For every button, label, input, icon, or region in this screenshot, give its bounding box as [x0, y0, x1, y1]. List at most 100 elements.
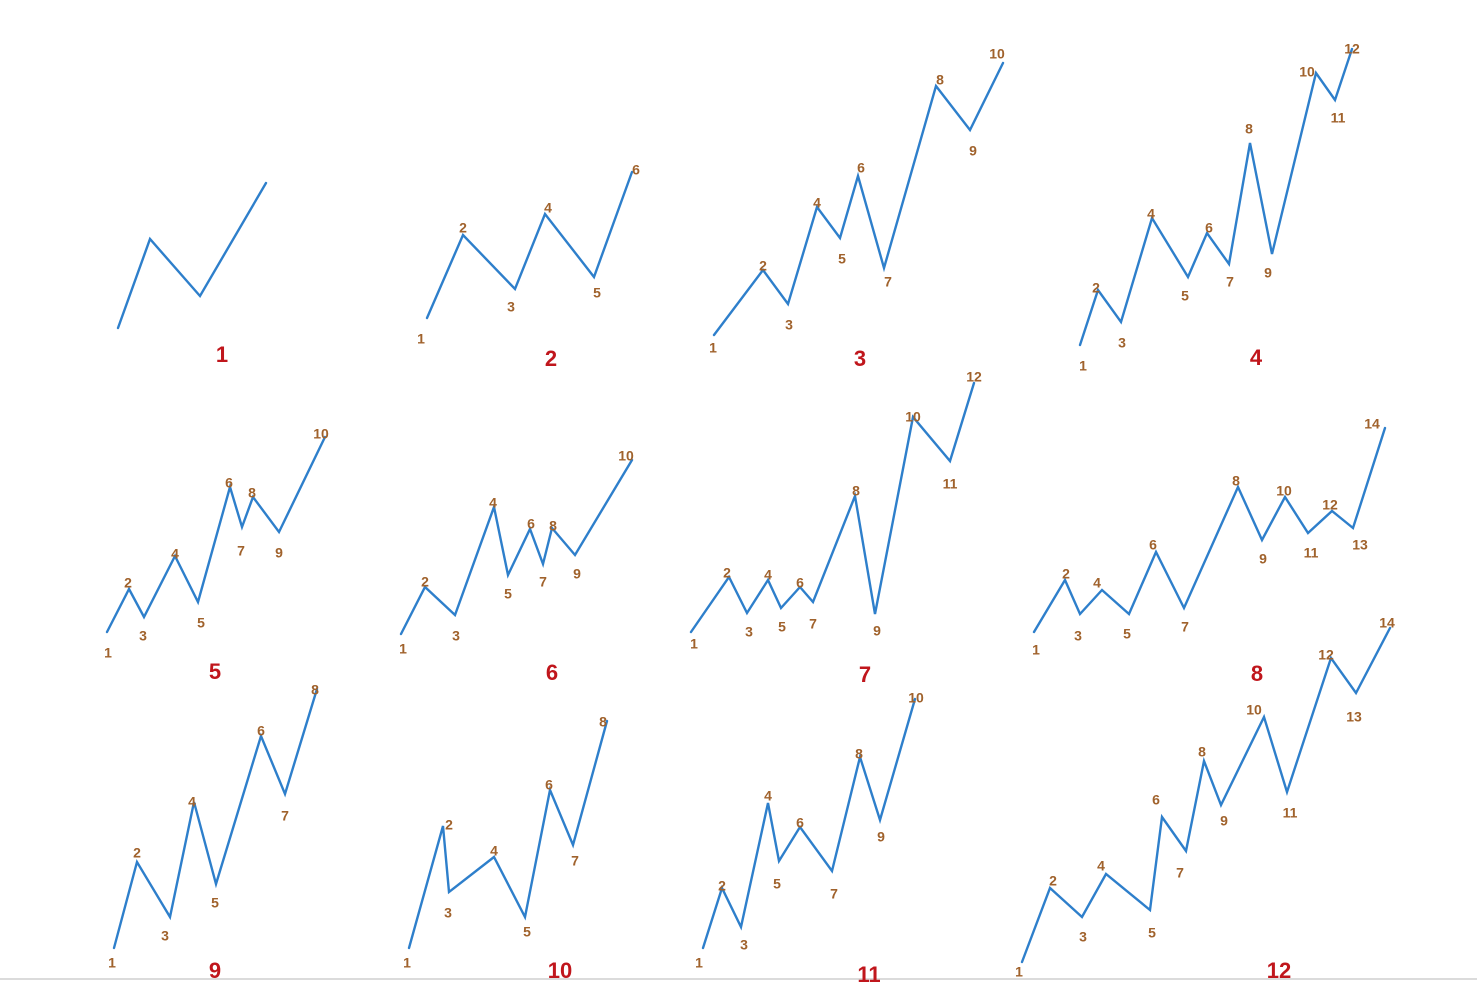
wave-line: [689, 381, 976, 634]
point-label: 12: [1322, 497, 1338, 513]
point-label: 11: [1304, 545, 1319, 561]
point-label: 9: [1259, 551, 1267, 567]
point-label: 10: [905, 409, 921, 425]
pattern-number: 5: [209, 659, 221, 684]
point-label: 3: [740, 937, 748, 953]
pattern-number: 4: [1250, 345, 1263, 370]
pattern-number: 8: [1251, 661, 1263, 686]
point-label: 7: [1226, 274, 1234, 290]
point-label: 9: [877, 829, 885, 845]
point-label: 4: [544, 200, 552, 216]
pattern-number: 2: [545, 346, 557, 371]
wave-pattern-5: 1 2 3 4 5 6 7 8 9 10 5: [104, 426, 329, 684]
point-label: 2: [124, 575, 132, 591]
point-label: 1: [1079, 358, 1087, 374]
point-label: 9: [275, 545, 283, 561]
point-label: 8: [248, 485, 256, 501]
point-label: 1: [709, 340, 717, 356]
point-label: 10: [989, 46, 1005, 62]
point-label: 8: [311, 682, 319, 698]
point-label: 8: [1232, 473, 1240, 489]
point-label: 3: [785, 317, 793, 333]
point-label: 2: [445, 817, 453, 833]
point-label: 3: [161, 928, 169, 944]
point-label: 1: [1015, 964, 1023, 980]
wave-pattern-3: 1 2 3 4 5 6 7 8 9 10 3: [709, 46, 1005, 371]
point-label: 5: [838, 251, 846, 267]
point-label: 3: [452, 628, 460, 644]
wave-line: [399, 458, 634, 636]
pattern-number: 6: [546, 660, 558, 685]
wave-line: [105, 435, 327, 634]
point-label: 7: [830, 886, 838, 902]
point-label: 1: [399, 641, 407, 657]
point-label: 8: [855, 746, 863, 762]
point-label: 3: [507, 299, 515, 315]
wave-pattern-6: 1 2 3 4 5 6 7 8 9 10 6: [399, 448, 634, 685]
pattern-number: 11: [857, 962, 880, 982]
point-label: 4: [813, 195, 821, 211]
point-label: 4: [171, 546, 179, 562]
point-label: 7: [539, 574, 547, 590]
pattern-number: 1: [216, 342, 228, 367]
point-label: 9: [969, 143, 977, 159]
point-label: 2: [1049, 873, 1057, 889]
pattern-number: 12: [1267, 958, 1291, 982]
point-label: 6: [257, 723, 265, 739]
point-label: 7: [1176, 865, 1184, 881]
point-label: 6: [1149, 537, 1157, 553]
wave-pattern-1: 1: [116, 181, 268, 367]
point-label: 1: [417, 331, 425, 347]
wave-line: [425, 170, 634, 320]
point-label: 8: [1198, 744, 1206, 760]
wave-line: [1020, 626, 1392, 964]
point-label: 3: [1079, 929, 1087, 945]
wave-line: [116, 181, 268, 330]
point-label: 4: [188, 794, 196, 810]
point-label: 5: [1148, 925, 1156, 941]
point-label: 14: [1364, 416, 1380, 432]
point-label: 4: [764, 788, 772, 804]
point-label: 3: [444, 905, 452, 921]
point-label: 7: [809, 616, 817, 632]
point-label: 3: [1118, 335, 1126, 351]
pattern-number: 9: [209, 958, 221, 982]
point-label: 5: [593, 285, 601, 301]
point-label: 3: [1074, 628, 1082, 644]
point-label: 10: [1276, 483, 1292, 499]
point-label: 9: [1220, 813, 1228, 829]
point-label: 7: [281, 808, 289, 824]
point-label: 5: [197, 615, 205, 631]
point-label: 9: [873, 623, 881, 639]
pattern-number: 7: [859, 662, 871, 687]
point-label: 11: [1331, 110, 1346, 126]
point-label: 10: [1299, 64, 1315, 80]
point-label: 5: [1181, 288, 1189, 304]
point-label: 1: [1032, 642, 1040, 658]
wave-pattern-10: 1 2 3 4 5 6 7 8 10: [403, 714, 609, 982]
point-label: 7: [571, 853, 579, 869]
point-label: 3: [745, 624, 753, 640]
wave-line: [1078, 47, 1354, 347]
point-label: 14: [1379, 615, 1395, 631]
wave-pattern-9: 1 2 3 4 5 6 7 8 9: [108, 682, 319, 982]
point-label: 10: [313, 426, 329, 442]
point-label: 2: [1092, 280, 1100, 296]
point-label: 2: [421, 574, 429, 590]
point-label: 4: [1097, 858, 1105, 874]
point-label: 5: [778, 619, 786, 635]
point-label: 1: [403, 955, 411, 971]
point-label: 4: [1147, 206, 1155, 222]
point-label: 2: [718, 878, 726, 894]
point-label: 2: [759, 258, 767, 274]
wave-line: [112, 687, 319, 950]
point-label: 5: [523, 924, 531, 940]
wave-line: [407, 719, 609, 950]
point-label: 1: [108, 955, 116, 971]
point-label: 8: [936, 72, 944, 88]
point-label: 6: [1152, 792, 1160, 808]
point-label: 1: [695, 955, 703, 971]
